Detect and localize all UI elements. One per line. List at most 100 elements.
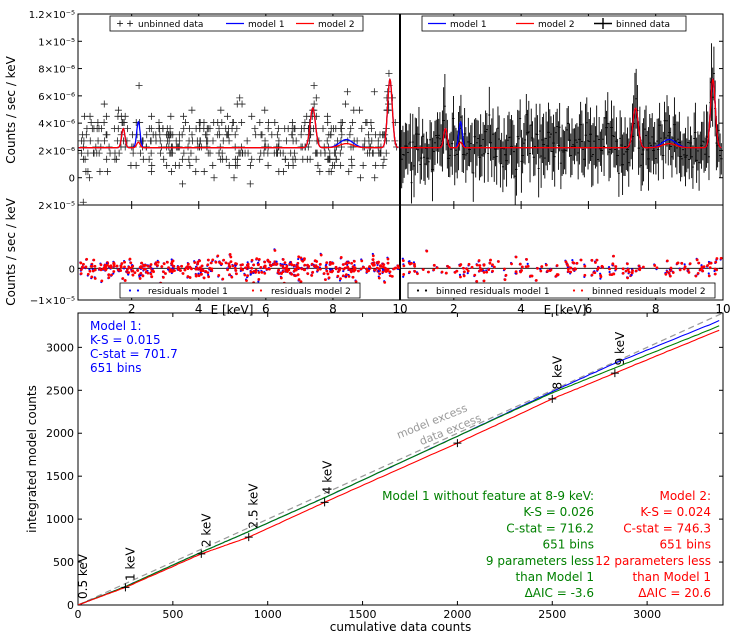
residual-point-model-1 (466, 271, 469, 275)
data-point (264, 118, 272, 126)
residual-point-model-2 (326, 272, 330, 276)
data-point (216, 143, 224, 151)
data-point (599, 131, 602, 166)
residual-point-model-2 (569, 270, 573, 274)
data-point (326, 155, 334, 163)
residual-point-model-2 (482, 270, 486, 274)
data-point (647, 127, 650, 191)
data-point (413, 134, 416, 198)
residual-point-model-2 (327, 276, 331, 280)
data-point (337, 118, 345, 126)
data-point (371, 174, 379, 182)
data-point (673, 97, 676, 153)
data-point (584, 103, 587, 167)
residual-point-model-2 (156, 264, 159, 267)
data-point (494, 131, 497, 167)
data-point (80, 143, 88, 151)
data-point (257, 131, 265, 139)
data-point (275, 168, 283, 176)
data-point (114, 106, 122, 114)
residual-point-model-2 (440, 270, 444, 274)
residual-point-model-1 (630, 273, 633, 277)
data-point (489, 124, 492, 161)
data-point (79, 155, 87, 163)
data-point (504, 139, 507, 171)
residual-point-model-2 (297, 278, 301, 281)
data-point (347, 155, 355, 163)
residual-point-model-2 (595, 258, 599, 262)
data-point (558, 102, 561, 152)
residual-point-model-2 (318, 267, 322, 271)
data-point (380, 155, 388, 163)
data-point (674, 114, 677, 168)
data-point (324, 118, 332, 126)
data-point (117, 112, 125, 120)
residual-point-model-2 (297, 255, 301, 259)
data-point (276, 149, 284, 157)
data-point (185, 125, 193, 133)
data-point (356, 174, 364, 182)
data-point (649, 118, 652, 173)
residual-point-model-2 (281, 258, 285, 261)
data-point (420, 136, 423, 180)
residual-point-model-2 (334, 267, 338, 271)
data-point (186, 161, 194, 169)
data-point (677, 121, 680, 157)
data-point (129, 149, 137, 157)
data-point (646, 130, 649, 169)
residual-point-model-2 (630, 271, 634, 275)
data-point (261, 137, 269, 145)
data-point (488, 86, 491, 144)
data-point (334, 137, 342, 145)
residual-point-model-2 (310, 274, 314, 277)
residual-point-model-2 (408, 270, 411, 274)
data-point (620, 117, 623, 173)
data-point (301, 118, 309, 126)
data-point (274, 143, 282, 151)
data-point (261, 143, 269, 151)
legend-marker (251, 289, 255, 292)
data-point (85, 174, 93, 182)
y-tick-label: 2×10⁻⁶ (38, 146, 75, 157)
residual-point-model-2 (344, 273, 348, 277)
residual-point-model-2 (104, 268, 108, 272)
residual-point-model-2 (181, 272, 185, 275)
residual-point-model-2 (325, 261, 329, 265)
residual-point-model-2 (612, 254, 615, 258)
data-point (557, 121, 560, 170)
residual-point-model-2 (427, 270, 430, 274)
data-point (541, 116, 544, 163)
residual-point-model-2 (234, 269, 238, 272)
data-point (147, 149, 155, 157)
residual-point-model-2 (470, 265, 474, 269)
data-point (364, 131, 372, 139)
data-point (171, 161, 179, 169)
data-point (432, 131, 435, 172)
data-point (238, 100, 246, 108)
data-point (115, 149, 123, 157)
x-tick-label: 2000 (443, 608, 471, 621)
residual-point-model-2 (176, 265, 180, 269)
data-point (579, 101, 582, 148)
y-tick-label: 1.2×10⁻⁵ (29, 10, 75, 21)
residual-point-model-2 (120, 262, 124, 265)
data-point (231, 131, 239, 139)
data-point (698, 134, 701, 191)
data-point (690, 135, 693, 179)
data-point (569, 133, 572, 178)
y-tick-label: 1000 (46, 513, 74, 526)
data-point (152, 137, 160, 145)
x-axis-label: cumulative data counts (330, 620, 471, 634)
data-point (720, 143, 723, 175)
residual-point-model-2 (179, 269, 182, 272)
data-point (411, 113, 414, 171)
data-point (100, 100, 108, 108)
residual-point-model-2 (211, 258, 215, 262)
data-point (582, 123, 585, 176)
diagonal-line (78, 313, 723, 605)
data-point (600, 129, 603, 172)
residual-point-model-2 (263, 260, 267, 264)
residual-point-model-2 (227, 262, 231, 266)
residual-point-model-2 (365, 270, 369, 274)
residual-point-model-1 (526, 262, 529, 265)
